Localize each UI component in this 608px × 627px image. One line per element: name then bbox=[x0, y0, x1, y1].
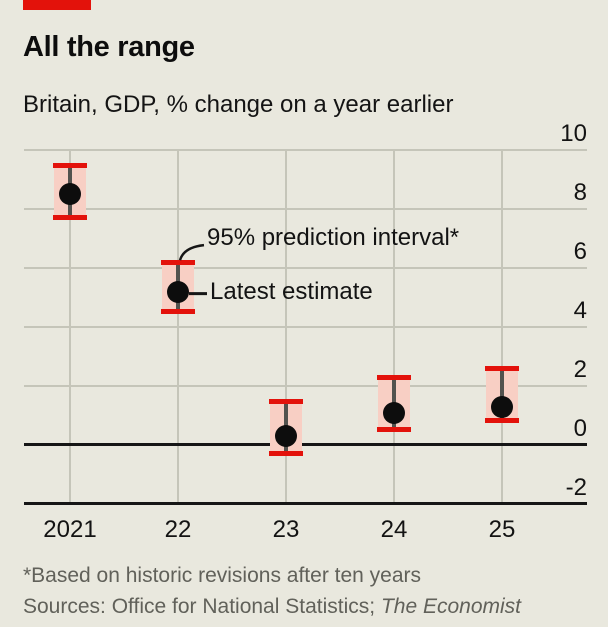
annotation-prediction-interval: 95% prediction interval* bbox=[207, 224, 460, 252]
dot-25 bbox=[491, 395, 513, 418]
gridline-h--2 bbox=[24, 502, 587, 505]
ytick--2: -2 bbox=[565, 474, 587, 501]
gridline-h-0 bbox=[24, 443, 587, 446]
chart-sources: Sources: Office for National Statistics;… bbox=[23, 595, 521, 619]
ytick-4: 4 bbox=[573, 297, 587, 324]
ytick-10: 10 bbox=[560, 120, 587, 147]
cap-bottom-2021 bbox=[53, 214, 87, 220]
gridline-h-10 bbox=[24, 149, 587, 151]
cap-top-23 bbox=[269, 398, 303, 404]
cap-bottom-24 bbox=[377, 427, 411, 433]
ytick-2: 2 bbox=[573, 356, 587, 383]
dot-23 bbox=[275, 425, 297, 448]
ytick-6: 6 bbox=[573, 238, 587, 265]
brand-red-tab bbox=[23, 0, 91, 10]
chart-footnote: *Based on historic revisions after ten y… bbox=[23, 564, 422, 587]
dot-22 bbox=[167, 280, 189, 303]
cap-bottom-23 bbox=[269, 450, 303, 456]
xtick-24: 24 bbox=[380, 516, 408, 543]
annotation-latest-estimate: Latest estimate bbox=[210, 277, 373, 305]
cap-top-22 bbox=[161, 260, 195, 266]
gridline-h-6 bbox=[24, 267, 587, 269]
chart-title: All the range bbox=[23, 31, 195, 63]
xtick-2021: 2021 bbox=[43, 516, 97, 543]
stem-25 bbox=[500, 368, 504, 422]
cap-top-25 bbox=[485, 366, 519, 372]
dot-24 bbox=[383, 401, 405, 424]
gridline-h-4 bbox=[24, 326, 587, 328]
cap-bottom-25 bbox=[485, 418, 519, 424]
xtick-22: 22 bbox=[164, 516, 192, 543]
gridline-h-8 bbox=[24, 208, 587, 210]
gridline-h-2 bbox=[24, 385, 587, 387]
cap-top-2021 bbox=[53, 162, 87, 168]
cap-top-24 bbox=[377, 375, 411, 381]
ytick-0: 0 bbox=[573, 415, 587, 442]
cap-bottom-22 bbox=[161, 309, 195, 315]
ytick-8: 8 bbox=[573, 179, 587, 206]
annotation-connector-curve bbox=[178, 243, 205, 261]
sources-text: Sources: Office for National Statistics; bbox=[23, 595, 381, 618]
xtick-23: 23 bbox=[272, 516, 300, 543]
sources-publication: The Economist bbox=[380, 595, 521, 618]
dot-2021 bbox=[59, 183, 81, 206]
chart-subtitle: Britain, GDP, % change on a year earlier bbox=[23, 91, 454, 118]
xtick-25: 25 bbox=[488, 516, 516, 543]
